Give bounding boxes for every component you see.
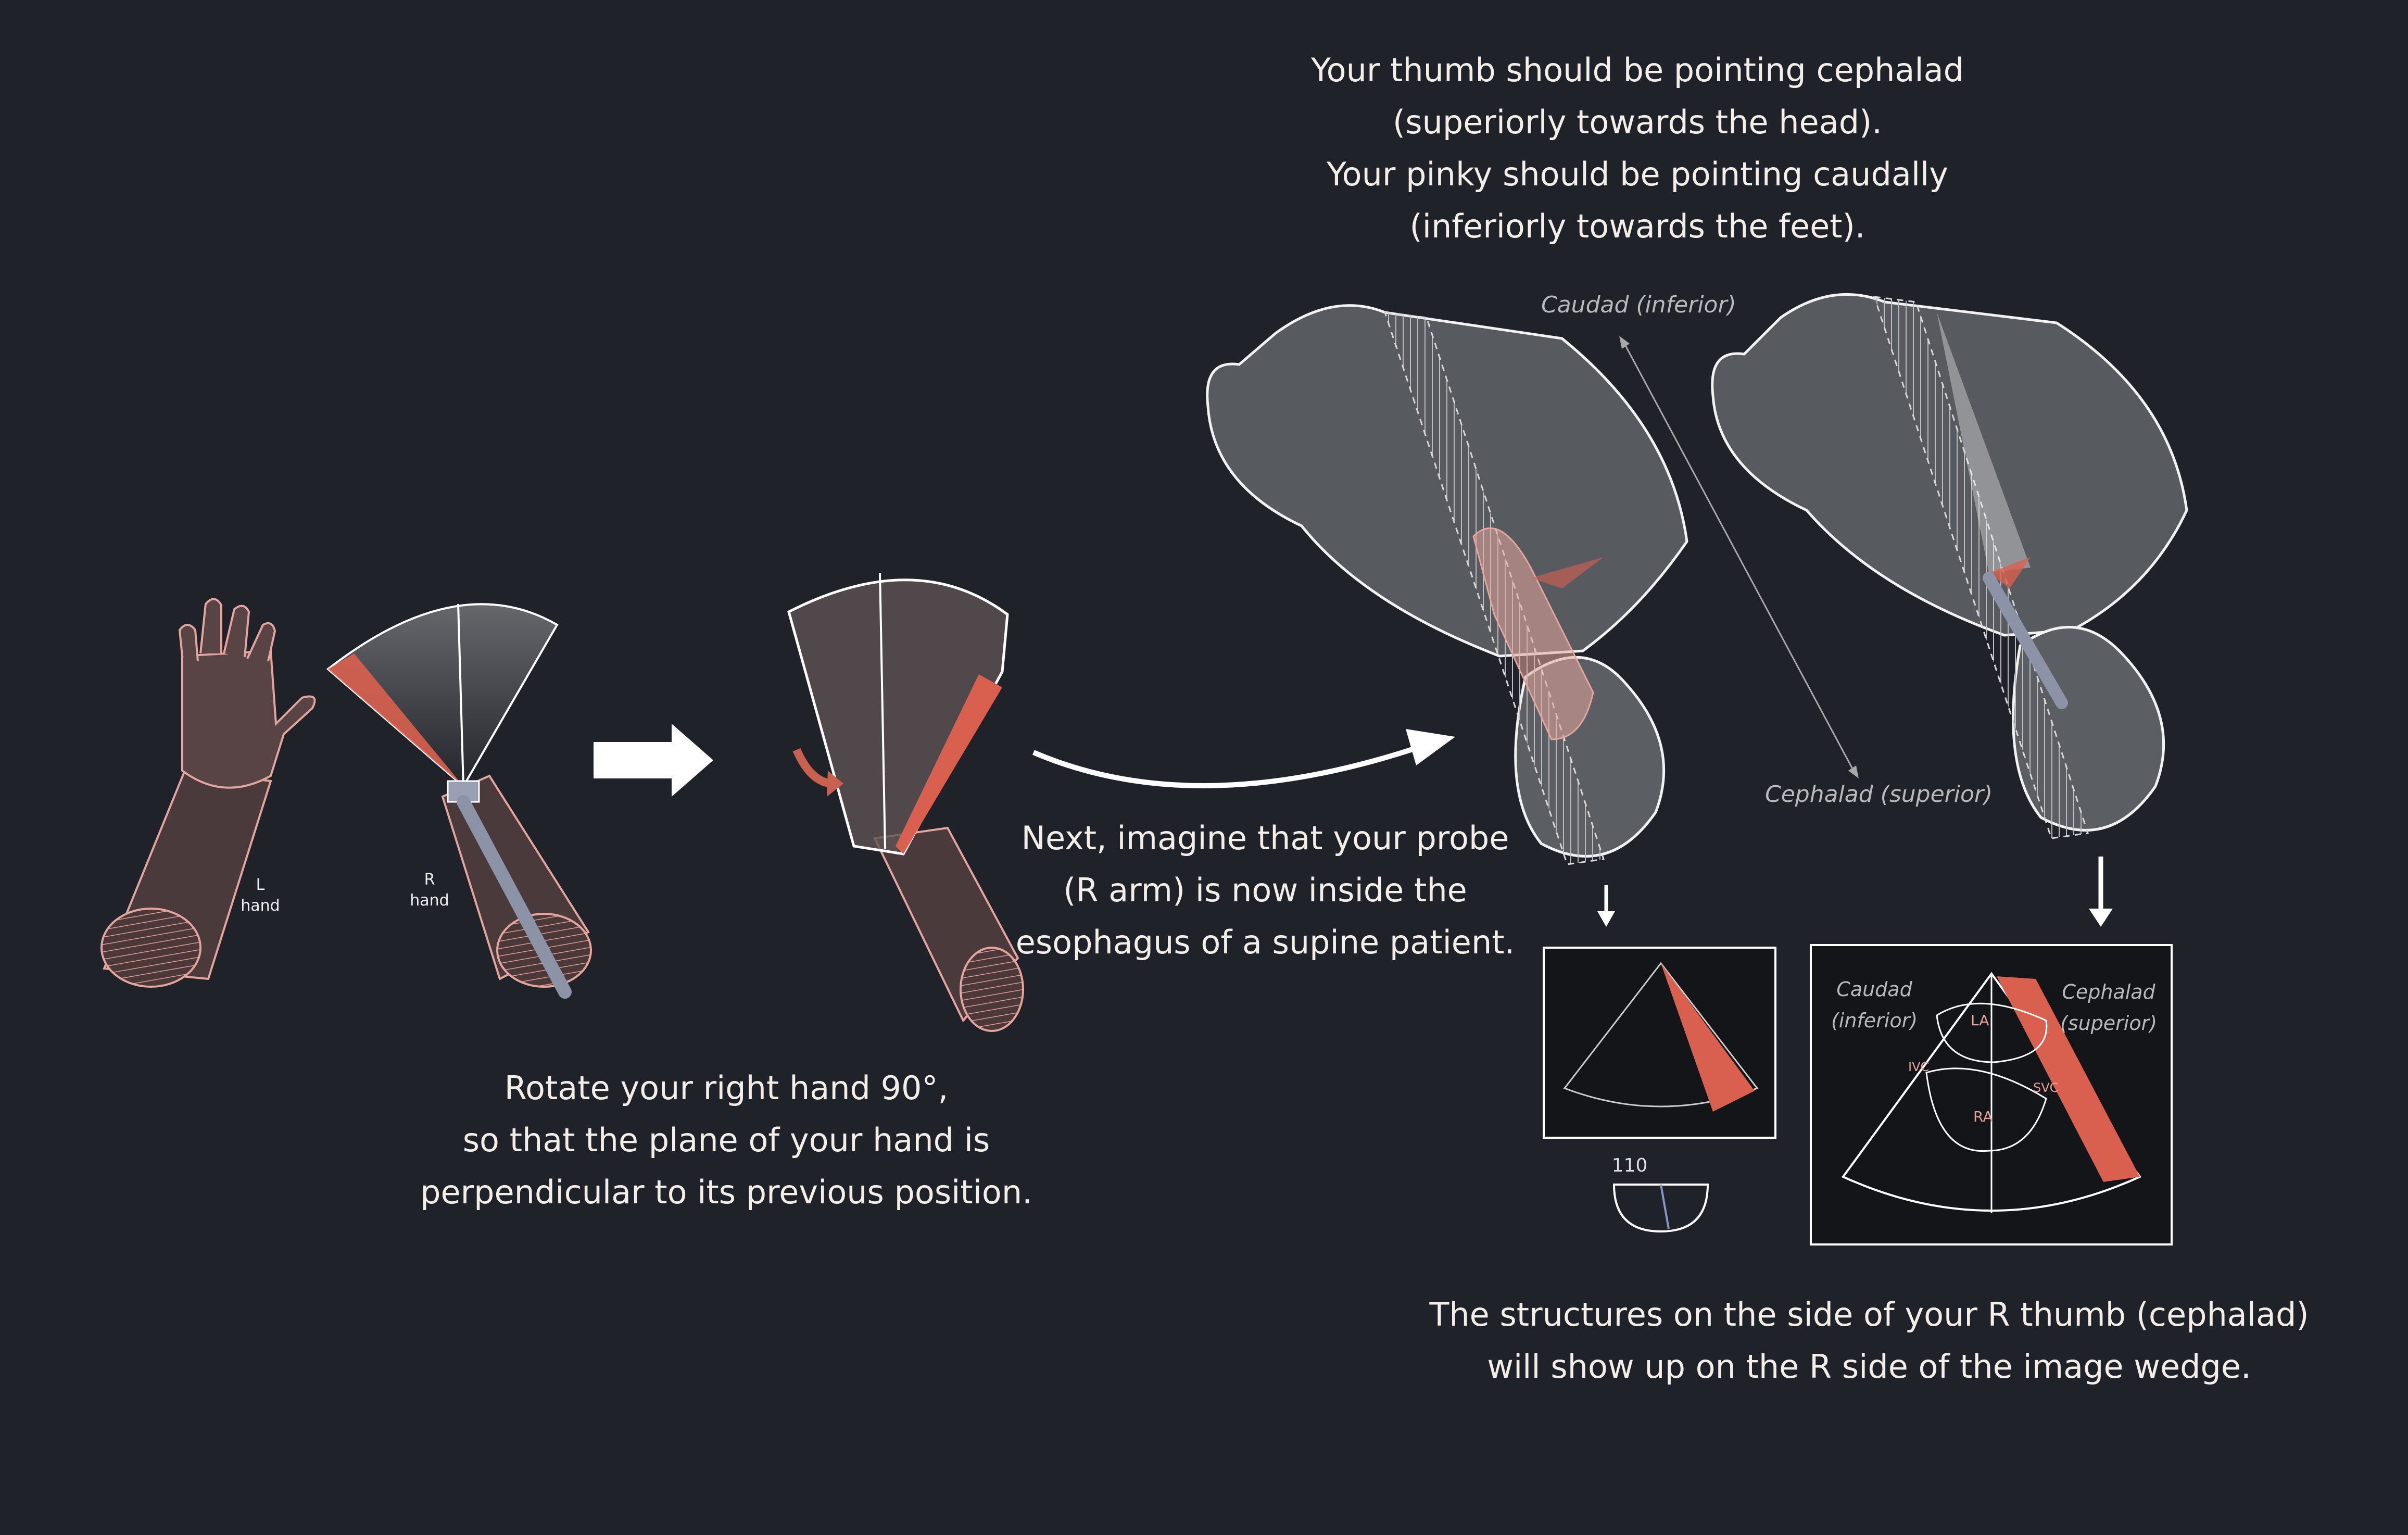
echo-red-beam (1997, 976, 2140, 1182)
echo-ra-outline (1925, 1067, 2047, 1152)
patient-2-red-beam (1989, 557, 2031, 588)
echo-image-box (1810, 944, 2173, 1245)
axis-arrowhead-bottom (1848, 765, 1859, 778)
caption-next-line-2: (R arm) is now inside the (1063, 871, 1467, 909)
rotated-hand-wedge (787, 578, 1009, 855)
hand-image-red-beam (1661, 963, 1755, 1112)
right-hand-beam-wedge (326, 603, 559, 788)
hand-image-frame (1543, 947, 1776, 1139)
rotate-arrowhead (827, 771, 843, 797)
caption-bottom-line-2: will show up on the R side of the image … (1487, 1348, 2251, 1386)
left-finger-3 (223, 605, 250, 658)
left-hand-word: hand (241, 897, 280, 915)
curved-arrow-icon (1032, 742, 1428, 788)
echo-caudad-line-2: (inferior) (1831, 1009, 1918, 1032)
echo-cephalad-line-2: (superior) (2060, 1012, 2158, 1035)
omniplane-angle-label: 110 (1611, 1155, 1648, 1176)
echo-caudad-label: Caudad (inferior) (1827, 974, 1921, 1036)
echo-cephalad-line-1: Cephalad (2062, 980, 2155, 1003)
probe-shaft (457, 795, 572, 999)
right-hand-word: hand (410, 891, 449, 910)
rotated-red-beam (896, 674, 1002, 854)
left-hand-letter: L (256, 876, 265, 894)
caption-rotate-line-3: perpendicular to its previous position. (420, 1173, 1032, 1211)
right-hand-illustration (326, 603, 592, 999)
echo-cephalad-label: Cephalad (superior) (2051, 976, 2166, 1039)
left-hand-illustration (100, 598, 316, 988)
caption-rotate-line-2: so that the plane of your hand is (462, 1121, 990, 1159)
left-finger-2 (199, 598, 222, 654)
patient-1-arm (1472, 527, 1594, 740)
patient-2-probe (1983, 572, 2068, 709)
down-arrow-1-icon (1597, 885, 1615, 927)
caption-top-line-3: Your pinky should be pointing caudally (1327, 155, 1948, 193)
caudad-axis-label: Caudad (inferior) (1541, 292, 1736, 318)
caption-rotate-line-1: Rotate your right hand 90°, (504, 1069, 949, 1107)
caption-top: Your thumb should be pointing cephalad (… (1197, 44, 2077, 253)
echo-la-outline (1936, 1002, 2048, 1063)
omniplane-dial-icon (1612, 1184, 1709, 1233)
right-hand-label: R hand (398, 870, 461, 911)
patient-2-beam-wedge (1937, 312, 2031, 573)
cranio-caudal-axis (1623, 343, 1855, 771)
rotated-forearm-cut (960, 947, 1024, 1032)
caption-next: Next, imagine that your probe (R arm) is… (1005, 812, 1526, 968)
rotated-wedge-center (879, 572, 886, 849)
left-palm (181, 649, 316, 789)
down-arrow-2-icon (2089, 857, 2113, 927)
caption-rotate: Rotate your right hand 90°, so that the … (411, 1062, 1041, 1218)
block-arrow-right-icon (594, 724, 713, 797)
left-forearm-cut (100, 908, 201, 988)
caption-bottom-line-1: The structures on the side of your R thu… (1429, 1295, 2309, 1333)
caption-top-line-1: Your thumb should be pointing cephalad (1311, 51, 1964, 89)
echo-caudad-line-1: Caudad (1836, 978, 1912, 1001)
patient-2-imaging-plane (1873, 296, 2089, 839)
caption-top-line-2: (superiorly towards the head). (1393, 103, 1882, 141)
left-hand-label: L hand (229, 875, 292, 916)
echo-svc-label: SVC (2033, 1080, 2059, 1095)
caption-bottom: The structures on the side of your R thu… (1406, 1289, 2333, 1393)
caption-next-line-1: Next, imagine that your probe (1021, 819, 1509, 857)
right-hand-letter: R (424, 871, 435, 889)
left-finger-4 (246, 622, 276, 662)
patient-2-illustration (1711, 293, 2188, 839)
caption-next-line-3: esophagus of a supine patient. (1015, 923, 1515, 961)
patient-1-illustration (1206, 304, 1688, 865)
cephalad-axis-label: Cephalad (superior) (1765, 781, 1993, 808)
patient-1-red-beam (1531, 557, 1604, 588)
curved-arrowhead (1406, 729, 1455, 765)
hand-image-box (1543, 947, 1776, 1139)
echo-ivc-label: IVC (1908, 1060, 1930, 1074)
caption-top-line-4: (inferiorly towards the feet). (1409, 207, 1865, 245)
left-finger-1 (178, 624, 199, 662)
right-hand-wedge-center (457, 603, 464, 787)
rotated-hand-illustration (787, 572, 1024, 1032)
echo-la-label: LA (1971, 1012, 1989, 1029)
echo-ra-label: RA (1973, 1108, 1993, 1125)
axis-arrowhead-top (1619, 336, 1630, 349)
right-hand-red-beam (328, 653, 463, 786)
